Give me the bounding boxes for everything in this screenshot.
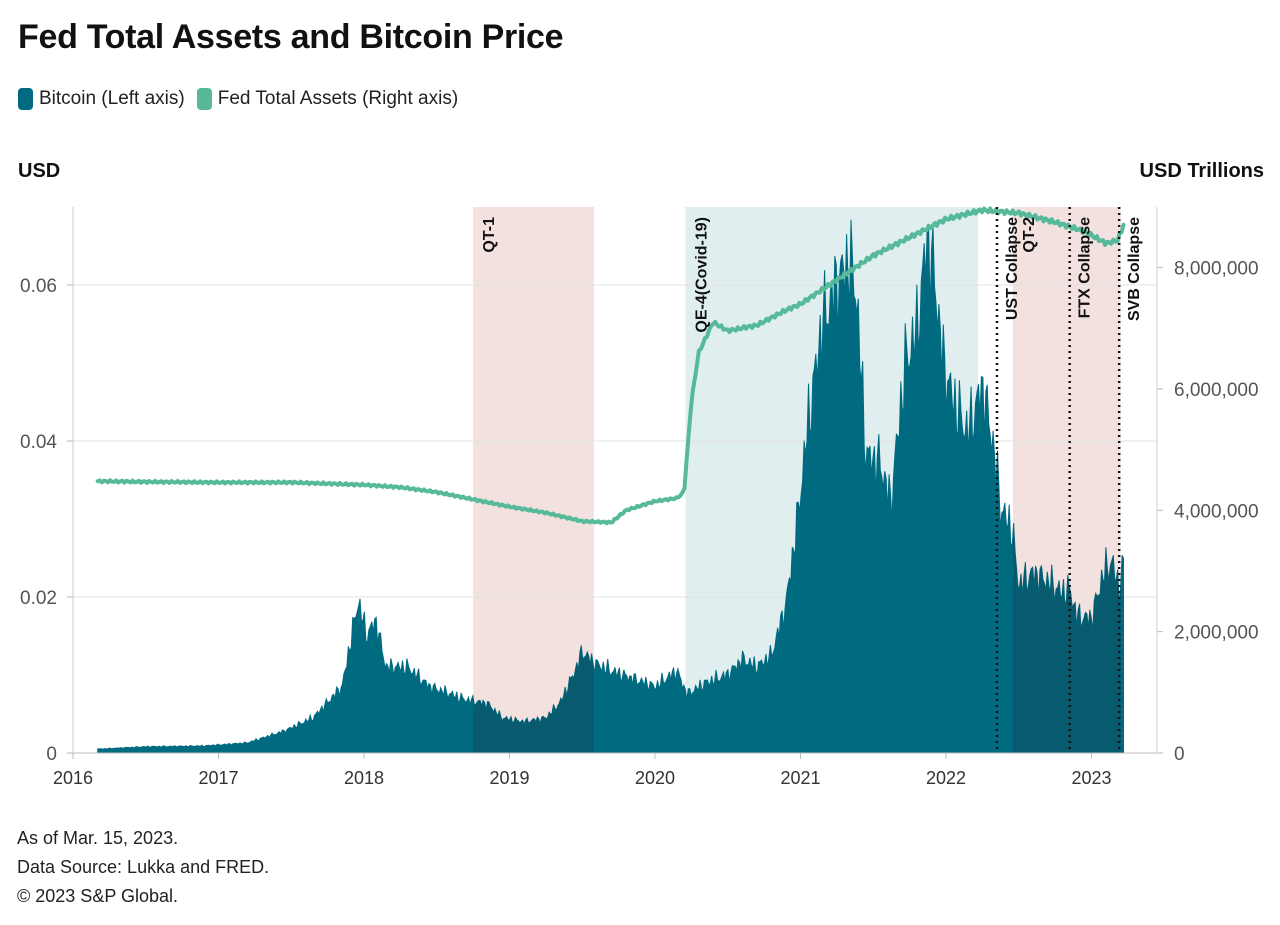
legend-label-bitcoin: Bitcoin (Left axis) <box>39 88 185 109</box>
legend-item-fed-assets: Fed Total Assets (Right axis) <box>196 88 459 110</box>
x-tick-label-0: 2016 <box>53 768 93 788</box>
event-label-0: UST Collapse <box>1004 217 1021 320</box>
left-tick-label-3: 0.06 <box>20 276 57 297</box>
x-tick-label-7: 2023 <box>1072 768 1112 788</box>
right-tick-label-0: 0 <box>1174 744 1185 765</box>
event-label-1: FTX Collapse <box>1077 217 1094 318</box>
period-label-0: QT-1 <box>481 217 498 253</box>
footer-as-of: As of Mar. 15, 2023. <box>17 828 179 848</box>
x-tick-label-1: 2017 <box>198 768 238 788</box>
event-markers: UST Collapse FTX Collapse SVB Collapse QT-1… <box>481 207 1143 753</box>
x-tick-label-5: 2021 <box>780 768 820 788</box>
bitcoin-series <box>97 219 1124 754</box>
right-tick-label-4: 8,000,000 <box>1174 259 1259 280</box>
period-label-1: QE-4(Covid-19) <box>694 217 711 333</box>
x-tick-label-2: 2018 <box>344 768 384 788</box>
x-tick-label-4: 2020 <box>635 768 675 788</box>
shaded-period-0 <box>473 207 594 753</box>
right-tick-label-1: 2,000,000 <box>1174 623 1259 644</box>
period-label-2: QT-2 <box>1021 217 1038 253</box>
legend-swatch-bitcoin <box>18 88 33 110</box>
legend: Bitcoin (Left axis) Fed Total Assets (Ri… <box>18 88 470 110</box>
event-label-2: SVB Collapse <box>1126 217 1143 321</box>
left-tick-label-0: 0 <box>46 744 57 765</box>
legend-item-bitcoin: Bitcoin (Left axis) <box>18 88 185 110</box>
chart-title: Fed Total Assets and Bitcoin Price <box>18 18 564 56</box>
bitcoin-area <box>97 219 1124 754</box>
right-axis-unit: USD Trillions <box>1139 160 1264 182</box>
left-tick-label-1: 0.02 <box>20 588 57 609</box>
footer-source: Data Source: Lukka and FRED. <box>17 857 270 877</box>
fed-assets-series <box>95 206 1126 526</box>
x-tick-label-6: 2022 <box>926 768 966 788</box>
left-axis-unit: USD <box>18 160 61 182</box>
legend-swatch-fed-assets <box>196 88 212 110</box>
axes: 0 0.02 0.04 0.06 0 2,000,000 4,000,000 6,000,00… <box>20 207 1259 788</box>
fed-assets-line <box>95 206 1126 526</box>
right-tick-label-2: 4,000,000 <box>1174 501 1259 522</box>
x-tick-label-3: 2019 <box>489 768 529 788</box>
legend-label-fed-assets: Fed Total Assets (Right axis) <box>217 88 459 109</box>
right-tick-label-3: 6,000,000 <box>1174 380 1259 401</box>
left-tick-label-2: 0.04 <box>20 432 57 453</box>
chart-plot: UST Collapse FTX Collapse SVB Collapse QT-1… <box>20 206 1259 788</box>
footer: As of Mar. 15, 2023. Data Source: Lukka … <box>17 824 269 911</box>
footer-copyright: © 2023 S&P Global. <box>17 886 179 906</box>
